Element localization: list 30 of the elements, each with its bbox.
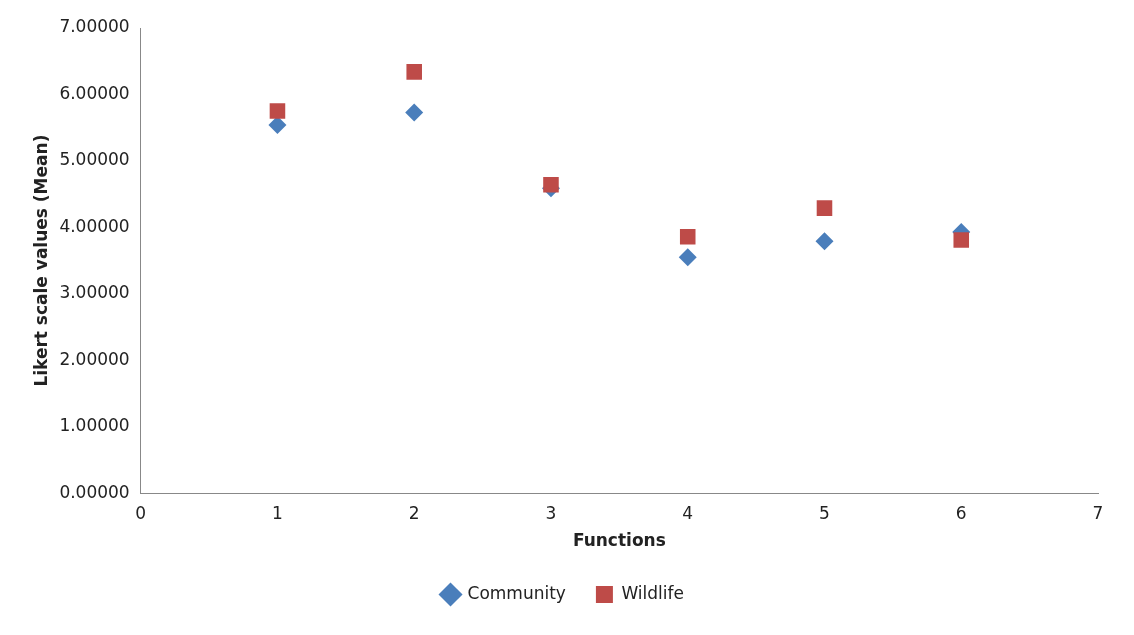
legend-label: Wildlife	[621, 582, 684, 603]
point	[679, 228, 696, 245]
y-tick-label: 3.00000	[59, 282, 130, 303]
x-tick-label: 6	[955, 502, 967, 523]
point	[269, 103, 286, 119]
point	[406, 64, 422, 80]
x-tick-label: 2	[408, 502, 420, 523]
x-axis-title: Functions	[572, 530, 666, 551]
x-tick-label: 4	[682, 502, 694, 523]
y-tick-label: 1.00000	[59, 415, 130, 436]
point	[816, 200, 833, 216]
y-axis-title: Likert scale values (Mean)	[30, 134, 51, 387]
point	[815, 232, 834, 251]
y-tick-label: 4.00000	[59, 215, 130, 236]
y-tick-label: 0.00000	[59, 481, 130, 502]
x-tick-label: 1	[272, 502, 283, 523]
point	[268, 116, 287, 135]
point	[543, 177, 559, 193]
point	[953, 232, 970, 248]
point	[678, 248, 697, 267]
y-tick-label: 5.00000	[59, 149, 130, 170]
x-tick-label: 0	[135, 502, 147, 523]
x-tick-label: 3	[545, 502, 557, 523]
legend-label: Community	[467, 582, 566, 603]
x-tick-label: 7	[1092, 502, 1104, 523]
x-tick-label: 5	[819, 502, 830, 523]
y-tick-label: 2.00000	[59, 348, 130, 369]
y-tick-label: 6.00000	[59, 82, 130, 103]
point	[405, 103, 424, 122]
y-tick-label: 7.00000	[59, 16, 130, 37]
